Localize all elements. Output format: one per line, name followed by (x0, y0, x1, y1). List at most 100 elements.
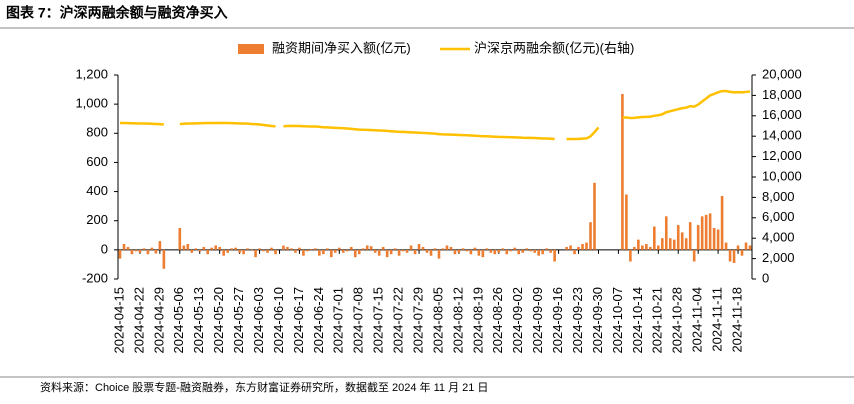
bar (230, 248, 233, 250)
y2-tick-label: 14,000 (762, 128, 802, 143)
x-tick-label: 2024-11-04 (690, 287, 705, 353)
bar (585, 242, 588, 250)
bar (286, 246, 289, 250)
bar (748, 245, 752, 250)
x-tick-label: 2024-07-01 (331, 287, 346, 354)
bar (345, 249, 349, 252)
bar (294, 249, 297, 253)
x-tick-label: 2024-11-18 (729, 287, 744, 353)
y2-tick-label: 2,000 (762, 250, 795, 265)
x-tick-label: 2024-10-21 (650, 287, 665, 354)
bar (649, 246, 652, 250)
x-tick-label: 2024-07-22 (391, 287, 406, 354)
bar (708, 213, 712, 250)
bar (361, 248, 365, 250)
bar (653, 226, 656, 250)
bar (413, 249, 417, 255)
y-tick-label: 800 (86, 125, 108, 140)
source-note: 资料来源：Choice 股票专题-融资融券，东方财富证券研究所，数据截至 202… (40, 380, 488, 394)
bar (668, 238, 672, 250)
bar (146, 249, 150, 255)
bar (497, 249, 501, 253)
bar (158, 241, 162, 250)
bar (716, 229, 720, 250)
x-tick-label: 2024-08-12 (450, 287, 465, 354)
x-tick-label: 2024-06-24 (311, 287, 326, 354)
bar (581, 244, 584, 250)
x-tick-label: 2024-05-20 (211, 287, 226, 354)
bar (680, 232, 684, 250)
bar (282, 245, 285, 250)
legend-swatch (238, 44, 264, 54)
bar (465, 249, 469, 252)
bar (389, 249, 393, 255)
line (119, 121, 164, 126)
bar (553, 249, 556, 262)
bar (565, 246, 568, 250)
y-tick-label: 1,000 (75, 96, 108, 111)
bar (210, 247, 214, 250)
bar (349, 246, 353, 250)
bar (262, 249, 265, 252)
x-tick-label: 2024-07-08 (351, 287, 366, 354)
bar (704, 214, 708, 250)
x-tick-label: 2024-09-16 (550, 287, 565, 354)
y-tick-label: -200 (82, 270, 108, 285)
x-tick-label: 2024-05-27 (231, 287, 246, 354)
x-tick-label: 2024-06-10 (271, 287, 286, 354)
bar (569, 245, 572, 250)
bar (473, 247, 477, 250)
bar (457, 249, 461, 253)
bar (521, 249, 525, 253)
bar (417, 244, 421, 250)
bar (633, 246, 636, 250)
bar (724, 242, 728, 250)
bar (637, 239, 640, 250)
bar (142, 248, 146, 250)
bar (162, 249, 166, 269)
x-tick-label: 2024-05-13 (191, 287, 206, 354)
bar (469, 249, 473, 255)
bar (198, 249, 202, 252)
bar (266, 249, 269, 253)
bar (202, 246, 206, 250)
y2-tick-label: 0 (762, 270, 769, 285)
bar (449, 246, 453, 250)
x-tick-label: 2024-04-29 (151, 287, 166, 354)
bar (130, 249, 134, 255)
bar (525, 248, 529, 250)
bar (341, 249, 345, 253)
bar (441, 248, 445, 250)
bar (656, 245, 660, 250)
bar (126, 246, 130, 250)
bar (433, 248, 437, 250)
bar (290, 248, 293, 250)
bar (645, 244, 648, 250)
bar (401, 249, 405, 252)
bar (445, 245, 449, 250)
bar (373, 249, 377, 253)
x-tick-label: 2024-10-07 (610, 287, 625, 354)
bar (122, 244, 126, 250)
x-tick-label: 2024-07-29 (410, 287, 425, 354)
bar (513, 247, 517, 250)
bar (429, 249, 433, 256)
bar (477, 249, 481, 256)
bar (740, 249, 744, 256)
chart-title: 图表 7：沪深两融余额与融资净买入 (6, 5, 228, 21)
x-tick-label: 2024-06-17 (291, 287, 306, 354)
bar (629, 249, 632, 262)
bar (242, 249, 245, 255)
bar (190, 249, 194, 253)
line (566, 126, 600, 141)
bar (254, 249, 257, 258)
bar (421, 246, 425, 250)
bar (537, 249, 540, 256)
bar (134, 249, 138, 252)
y2-tick-label: 16,000 (762, 107, 802, 122)
bar (700, 216, 704, 250)
y-tick-label: 1,200 (75, 66, 108, 81)
bar (322, 249, 325, 255)
bar (138, 249, 142, 253)
